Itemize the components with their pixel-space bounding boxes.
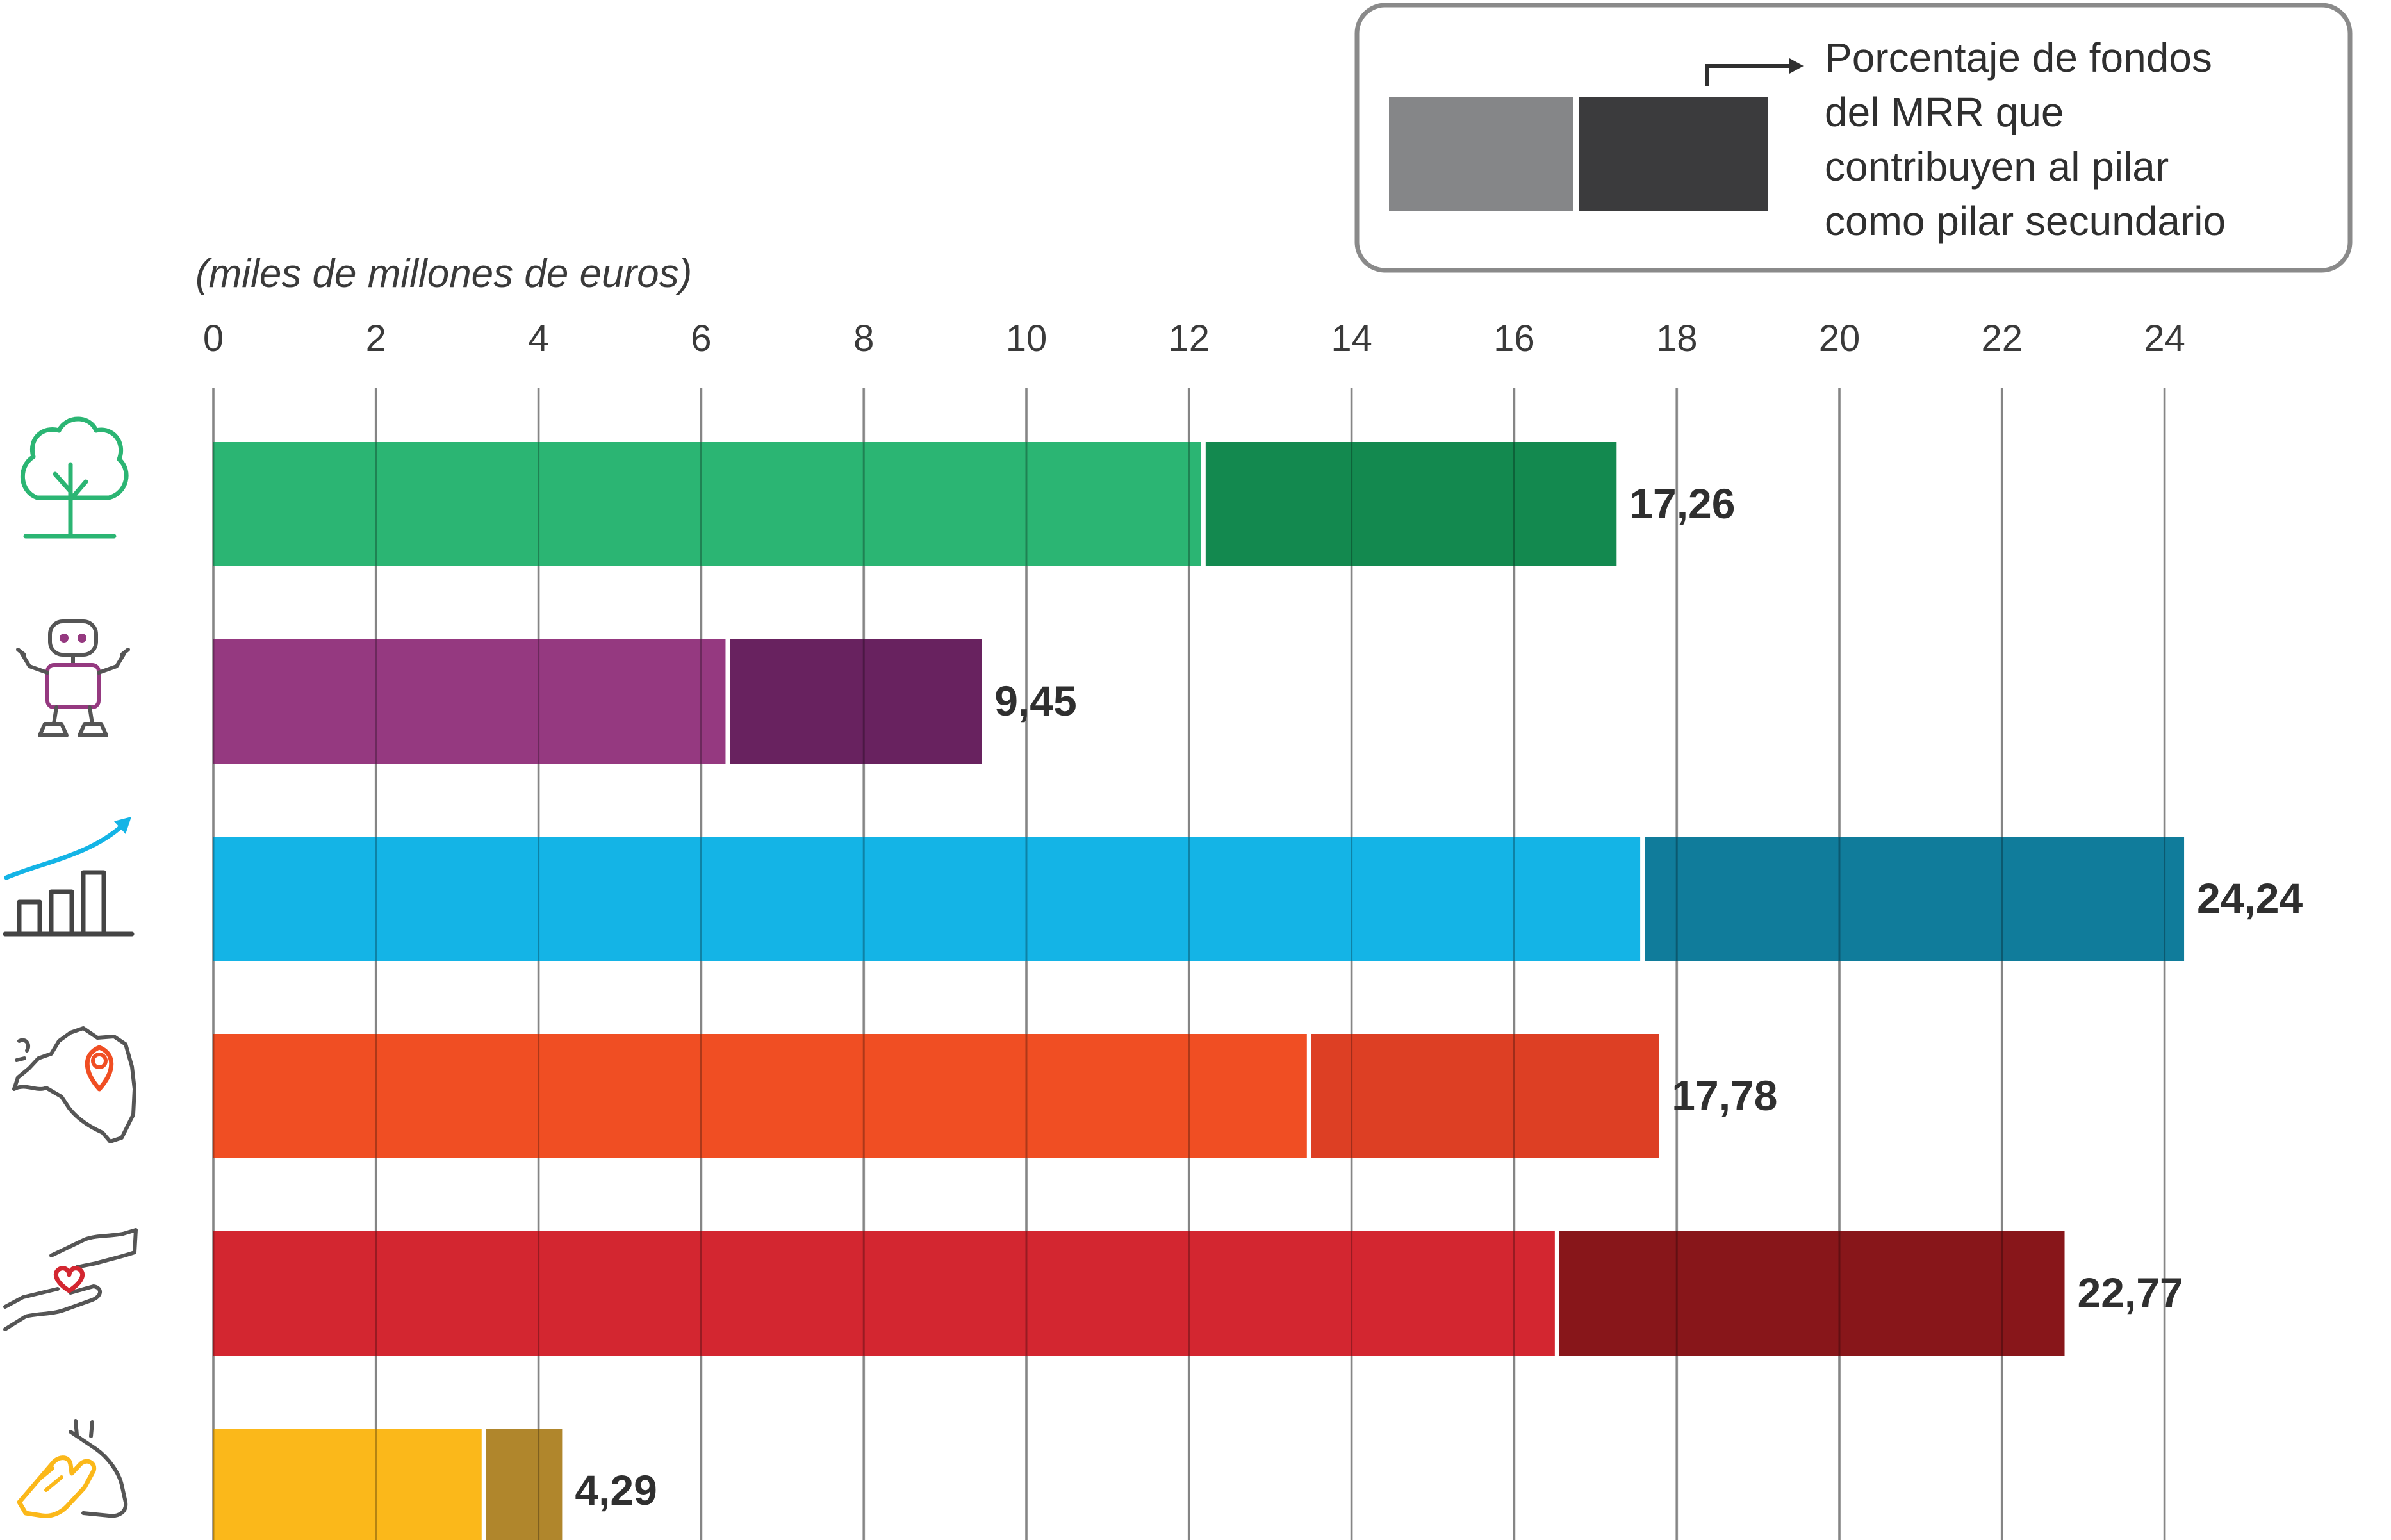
tree-icon <box>21 416 129 539</box>
value-labels: 17,26 9,45 24,24 17,78 22,77 4,29 <box>575 480 2303 1514</box>
x-tick-label: 2 <box>366 318 386 359</box>
grid-overlay <box>212 388 2166 1540</box>
legend: Porcentaje de fondos del MRR que contrib… <box>1354 3 2353 273</box>
x-tick-label: 8 <box>853 318 874 359</box>
growth-chart-icon <box>3 817 135 937</box>
bar-secondary <box>1311 1034 1659 1158</box>
clapping-hands-icon <box>17 1419 128 1518</box>
legend-arrow-head <box>1789 58 1804 74</box>
bar-value-label: 17,78 <box>1672 1072 1777 1119</box>
legend-arrow-line <box>1705 64 1794 86</box>
europe-map-pin-icon <box>12 1026 136 1143</box>
bar-value-label: 24,24 <box>2197 874 2303 922</box>
bar-secondary <box>1559 1231 2065 1356</box>
x-tick-label: 24 <box>2144 318 2185 359</box>
x-axis-ticks: 0 2 4 6 8 10 12 14 16 18 20 22 24 <box>203 318 2185 359</box>
bar-value-label: 17,26 <box>1629 480 1735 527</box>
bar-secondary <box>1645 837 2185 961</box>
bar-value-label: 22,77 <box>2078 1269 2183 1316</box>
x-tick-label: 4 <box>528 318 548 359</box>
bars <box>213 442 2185 1540</box>
legend-text-line-4: como pilar secundario <box>1825 198 2226 244</box>
x-tick-label: 20 <box>1819 318 1861 359</box>
bar-primary <box>213 442 1201 566</box>
legend-text-line-3: contribuyen al pilar <box>1825 143 2169 190</box>
bar-value-label: 9,45 <box>994 677 1076 725</box>
x-tick-label: 10 <box>1006 318 1048 359</box>
bar-primary <box>213 639 726 764</box>
bar-primary <box>213 837 1641 961</box>
bar-primary <box>213 1231 1555 1356</box>
x-tick-label: 0 <box>203 318 224 359</box>
robot-icon <box>16 619 130 737</box>
legend-text-line-1: Porcentaje de fondos <box>1825 35 2212 81</box>
x-tick-label: 22 <box>1982 318 2023 359</box>
legend-text-line-2: del MRR que <box>1825 89 2064 135</box>
legend-swatch-secondary <box>1579 97 1768 211</box>
x-tick-label: 14 <box>1331 318 1372 359</box>
x-tick-label: 12 <box>1169 318 1210 359</box>
bar-primary <box>213 1034 1307 1158</box>
x-tick-label: 6 <box>691 318 711 359</box>
bar-primary <box>213 1429 482 1540</box>
x-tick-label: 18 <box>1656 318 1698 359</box>
hands-heart-icon <box>3 1228 138 1331</box>
legend-swatch-primary <box>1389 97 1573 211</box>
bar-value-label: 4,29 <box>575 1466 657 1514</box>
bar-secondary <box>1205 442 1617 566</box>
bar-secondary <box>486 1429 563 1540</box>
unit-label: (miles de millones de euros) <box>195 252 692 296</box>
bar-secondary <box>730 639 982 764</box>
x-tick-label: 16 <box>1493 318 1535 359</box>
